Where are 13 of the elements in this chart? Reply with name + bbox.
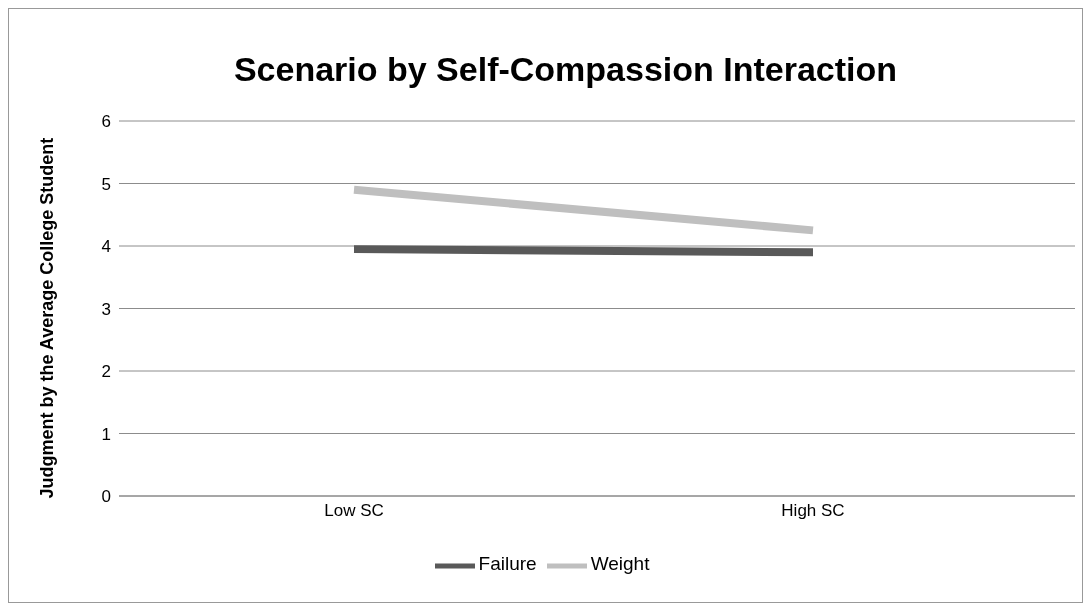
legend-label: Weight — [590, 553, 650, 575]
y-tick-label: 0 — [101, 487, 111, 507]
y-tick-label: 6 — [101, 112, 111, 132]
x-tick-label: Low SC — [324, 501, 384, 521]
chart-title: Scenario by Self-Compassion Interaction — [232, 49, 899, 90]
y-tick-label: 4 — [101, 237, 111, 257]
legend-label: Failure — [478, 553, 537, 575]
y-tick-label: 5 — [101, 174, 111, 194]
y-tick-label: 1 — [101, 424, 111, 444]
y-tick-label: 3 — [101, 299, 111, 319]
y-tick-label: 2 — [101, 362, 111, 382]
x-tick-label: High SC — [781, 501, 845, 521]
y-axis-title: Judgment by the Average College Student — [37, 137, 58, 499]
